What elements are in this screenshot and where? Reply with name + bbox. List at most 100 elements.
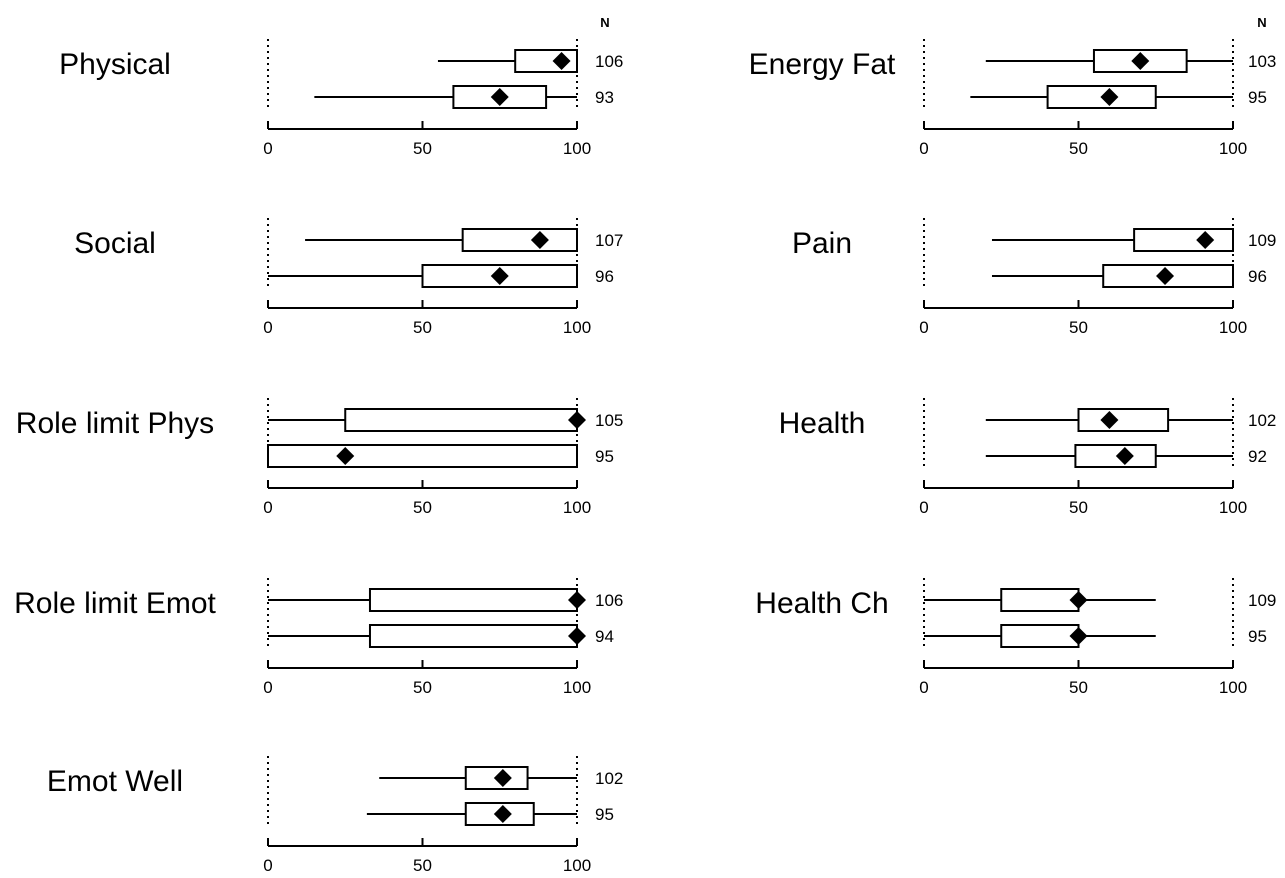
mean-marker [1069, 627, 1088, 645]
iqr-box [461, 228, 579, 252]
n-count: 93 [595, 88, 614, 107]
tick-label: 100 [1219, 318, 1247, 337]
mean-marker [1196, 231, 1215, 249]
n-count: 102 [595, 769, 623, 788]
mean-marker [568, 627, 586, 645]
n-count: 95 [595, 447, 614, 466]
iqr-box [344, 408, 578, 432]
n-count: 109 [1248, 591, 1276, 610]
box-row: 106 [437, 49, 623, 73]
tick-label: 100 [563, 498, 591, 517]
n-count: 96 [595, 267, 614, 286]
n-count: 106 [595, 591, 623, 610]
tick-label: 50 [1069, 139, 1088, 158]
iqr-box [368, 624, 578, 648]
mean-marker [1100, 88, 1119, 106]
iqr-box [1000, 588, 1080, 612]
tick-label: 0 [263, 498, 272, 517]
box-row: 102 [379, 766, 623, 790]
panel-health-ch: Health Ch 109 95 0 50 100 [755, 578, 1276, 697]
n-header: N [600, 15, 609, 30]
x-axis: 0 50 100 [263, 838, 591, 875]
tick-label: 50 [1069, 318, 1088, 337]
x-axis: 0 50 100 [919, 300, 1247, 337]
n-count: 95 [1248, 627, 1267, 646]
tick-label: 0 [919, 318, 928, 337]
x-axis: 0 50 100 [919, 480, 1247, 517]
mean-marker [1069, 591, 1088, 609]
x-axis: 0 50 100 [919, 660, 1247, 697]
n-count: 102 [1248, 411, 1276, 430]
tick-label: 100 [1219, 678, 1247, 697]
x-axis: 0 50 100 [263, 480, 591, 517]
tick-label: 50 [1069, 678, 1088, 697]
panel-energy-fat: Energy Fat 103 95 0 50 100 [749, 39, 1276, 158]
tick-label: 100 [563, 678, 591, 697]
box-row: 103 [985, 49, 1276, 73]
box-row: 95 [267, 444, 614, 468]
iqr-box [1074, 444, 1157, 468]
panel-label: Role limit Phys [16, 407, 214, 440]
panel-label: Social [74, 227, 156, 260]
tick-label: 0 [263, 139, 272, 158]
panel-role-limit-phys: Role limit Phys 105 95 0 50 100 [16, 398, 623, 517]
mean-marker [336, 447, 355, 465]
iqr-box [1000, 624, 1080, 648]
tick-label: 50 [413, 678, 432, 697]
mean-marker [1156, 267, 1175, 285]
mean-marker [1131, 52, 1150, 70]
mean-marker [568, 411, 586, 429]
tick-label: 0 [919, 498, 928, 517]
iqr-box [1077, 408, 1170, 432]
box-row: 94 [268, 624, 614, 648]
panel-label: Pain [792, 227, 852, 260]
panel-emot-well: Emot Well 102 95 0 50 100 [47, 756, 623, 875]
n-header: N [1257, 15, 1266, 30]
tick-label: 50 [1069, 498, 1088, 517]
box-row: 93 [314, 85, 614, 109]
box-row: 109 [991, 228, 1276, 252]
iqr-box [267, 444, 578, 468]
tick-label: 100 [1219, 139, 1247, 158]
box-row: 95 [924, 624, 1267, 648]
tick-label: 50 [413, 856, 432, 875]
tick-label: 0 [263, 678, 272, 697]
mean-marker [490, 88, 509, 106]
iqr-box [368, 588, 578, 612]
panel-social: Social 107 96 0 50 100 [74, 218, 623, 337]
tick-label: 100 [563, 318, 591, 337]
tick-label: 100 [563, 139, 591, 158]
box-row: 92 [985, 444, 1267, 468]
box-row: 107 [305, 228, 623, 252]
tick-label: 100 [1219, 498, 1247, 517]
n-count: 94 [595, 627, 614, 646]
tick-label: 50 [413, 139, 432, 158]
iqr-box [1133, 228, 1234, 252]
box-row: 95 [366, 802, 614, 826]
n-count: 92 [1248, 447, 1267, 466]
box-row: 96 [991, 264, 1267, 288]
mean-marker [490, 267, 509, 285]
panel-health: Health 102 92 0 50 100 [779, 398, 1276, 517]
panel-label: Health [779, 407, 866, 440]
mean-marker [568, 591, 586, 609]
box-row: 109 [924, 588, 1276, 612]
n-count: 103 [1248, 52, 1276, 71]
box-row: 106 [268, 588, 623, 612]
panel-label: Health Ch [755, 587, 888, 620]
panel-label: Role limit Emot [14, 587, 216, 620]
tick-label: 0 [263, 856, 272, 875]
panel-pain: Pain 109 96 0 50 100 [792, 218, 1276, 337]
n-count: 107 [595, 231, 623, 250]
panel-label: Energy Fat [749, 48, 896, 81]
x-axis: 0 50 100 [919, 121, 1247, 158]
box-row: 96 [268, 264, 614, 288]
n-count: 96 [1248, 267, 1267, 286]
tick-label: 50 [413, 318, 432, 337]
mean-marker [530, 231, 549, 249]
x-axis: 0 50 100 [263, 660, 591, 697]
mean-marker [1115, 447, 1134, 465]
x-axis: 0 50 100 [263, 300, 591, 337]
tick-label: 50 [413, 498, 432, 517]
